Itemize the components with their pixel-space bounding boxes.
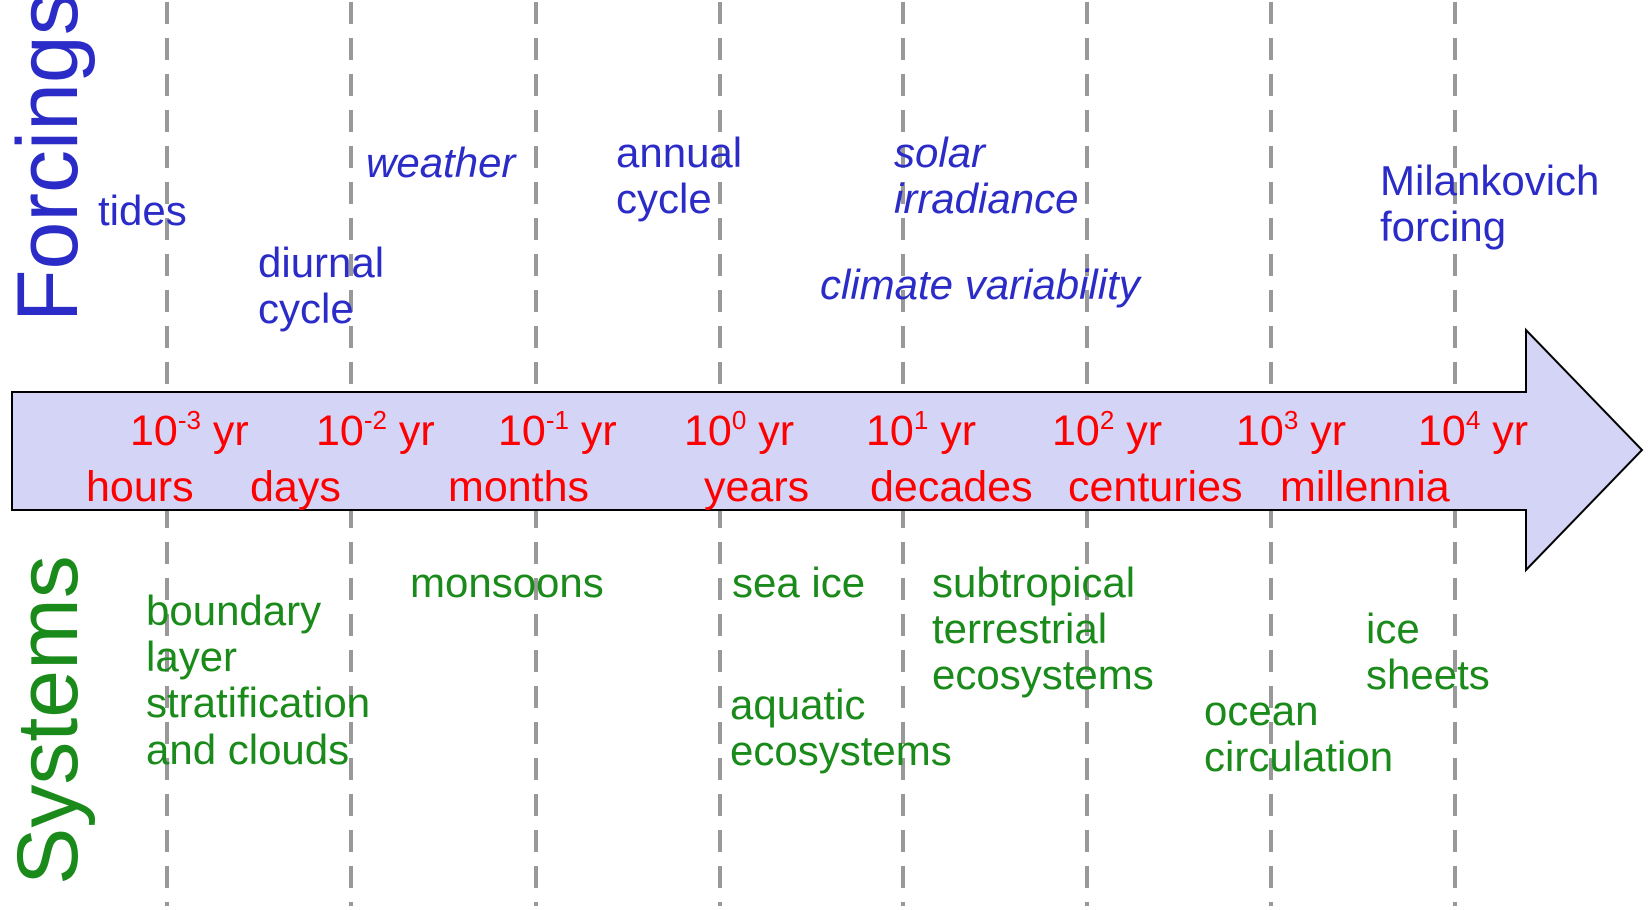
period-years: years <box>704 463 810 511</box>
system-sea-ice: sea ice <box>732 559 866 606</box>
period-hours: hours <box>86 463 194 511</box>
systems-label: Systems <box>0 555 96 885</box>
scale-1e0: 100 yr <box>684 405 795 455</box>
scale-1e3: 103 yr <box>1236 405 1347 455</box>
forcings-label: Forcings <box>0 0 96 322</box>
period-days: days <box>250 463 341 511</box>
scale-1e-2: 10-2 yr <box>316 405 435 455</box>
period-centuries: centuries <box>1068 463 1243 511</box>
period-months: months <box>448 463 590 511</box>
scale-1e1: 101 yr <box>866 405 977 455</box>
scale-1e-1: 10-1 yr <box>498 405 617 455</box>
forcing-milankovich: Milankovich forcing <box>1380 157 1600 251</box>
timescale-arrow <box>11 327 1644 573</box>
forcing-annual-cycle: annual cycle <box>616 129 743 223</box>
period-millennia: millennia <box>1280 463 1450 511</box>
scale-1e-3: 10-3 yr <box>130 405 249 455</box>
period-decades: decades <box>870 463 1033 511</box>
scale-1e2: 102 yr <box>1052 405 1163 455</box>
system-boundary-layer: boundary layer stratification and clouds <box>146 587 371 773</box>
scale-1e4: 104 yr <box>1418 405 1529 455</box>
system-aquatic-ecosystems: aquatic ecosystems <box>730 681 952 775</box>
forcing-weather: weather <box>366 139 516 186</box>
system-monsoons: monsoons <box>410 559 604 606</box>
forcing-climate-variability: climate variability <box>820 261 1140 308</box>
forcing-solar-irradiance: solar irradiance <box>894 129 1079 223</box>
system-ice-sheets: ice sheets <box>1366 605 1490 699</box>
forcing-diurnal-cycle: diurnal cycle <box>258 239 385 333</box>
system-subtropical-ecosystems: subtropical terrestrial ecosystems <box>932 559 1154 699</box>
forcing-tides: tides <box>98 187 187 234</box>
system-ocean-circulation: ocean circulation <box>1204 687 1394 781</box>
